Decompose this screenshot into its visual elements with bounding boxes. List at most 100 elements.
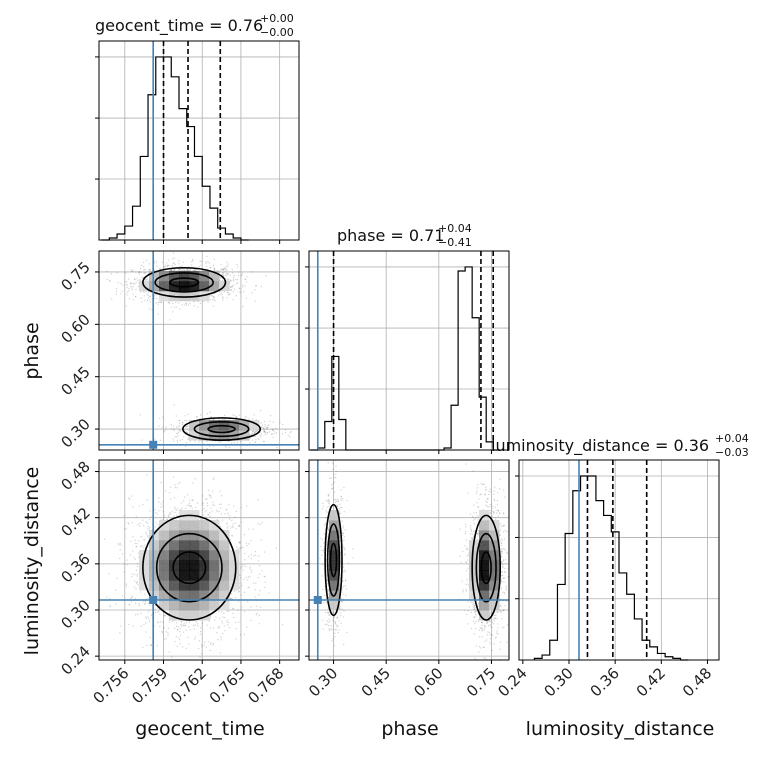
sample-point [115, 603, 117, 605]
density-cell [199, 610, 210, 621]
sample-point [121, 595, 124, 597]
sample-point [263, 440, 265, 443]
sample-point [240, 566, 242, 569]
sample-point [230, 539, 232, 541]
sample-point [173, 620, 176, 622]
sample-point [328, 614, 330, 616]
sample-point [179, 639, 181, 641]
sample-point [256, 612, 258, 615]
sample-point [154, 438, 156, 440]
sample-point [180, 625, 183, 627]
sample-point [120, 293, 122, 295]
sample-point [242, 284, 244, 286]
sample-point [185, 268, 188, 270]
sample-point [321, 554, 323, 557]
sample-point [323, 552, 325, 554]
sample-point [244, 278, 246, 280]
sample-point [167, 515, 170, 517]
sample-point [207, 670, 208, 671]
sample-point [130, 282, 132, 284]
sample-point [255, 439, 257, 441]
sample-point [241, 274, 243, 276]
sample-point [139, 414, 141, 416]
sample-point [235, 282, 238, 285]
sample-point [128, 287, 130, 290]
density-cell [179, 590, 190, 601]
sample-point [185, 445, 187, 447]
sample-point [129, 283, 132, 285]
sample-point [170, 486, 172, 488]
sample-point [187, 304, 190, 306]
sample-point [132, 506, 134, 508]
sample-point [173, 497, 175, 499]
sample-point [340, 545, 342, 547]
sample-point [147, 272, 150, 275]
sample-point [207, 513, 209, 515]
sample-point [214, 269, 216, 271]
sample-point [209, 615, 211, 617]
sample-point [275, 432, 278, 434]
sample-point [148, 618, 150, 620]
sample-point [153, 262, 156, 264]
sample-point [250, 571, 252, 574]
sample-point [325, 559, 327, 561]
sample-point [321, 575, 323, 577]
sample-point [339, 539, 341, 541]
sample-point [254, 435, 257, 438]
sample-point [106, 270, 108, 272]
sample-point [276, 446, 278, 449]
sample-point [189, 628, 191, 631]
sample-point [331, 640, 333, 642]
sample-point [207, 514, 209, 516]
sample-point [248, 543, 250, 545]
sample-point [120, 283, 122, 285]
sample-point [175, 301, 177, 304]
sample-point [138, 552, 140, 554]
sample-point [163, 627, 165, 629]
sample-point [172, 252, 175, 254]
sample-point [123, 571, 125, 573]
sample-point [145, 531, 147, 533]
sample-point [140, 536, 142, 538]
sample-point [245, 297, 247, 300]
sample-point [158, 510, 160, 512]
sample-point [208, 618, 211, 620]
sample-point [137, 584, 139, 586]
sample-point [224, 513, 226, 515]
sample-point [220, 503, 222, 505]
sample-point [210, 267, 212, 269]
sample-point [133, 282, 136, 285]
sample-point [150, 644, 152, 647]
sample-point [233, 505, 235, 507]
sample-point [259, 431, 261, 433]
sample-point [226, 269, 228, 271]
sample-point [195, 268, 197, 270]
sample-point [157, 611, 159, 613]
sample-point [220, 636, 222, 638]
density-cell [159, 590, 170, 601]
sample-point [227, 292, 229, 294]
sample-point [209, 649, 212, 651]
sample-point [163, 514, 165, 516]
sample-point [146, 499, 149, 501]
sample-point [188, 269, 190, 272]
sample-point [282, 423, 284, 426]
sample-point [242, 569, 244, 571]
sample-point [188, 626, 190, 628]
sample-point [167, 615, 169, 617]
sample-point [263, 431, 265, 433]
sample-point [132, 270, 134, 273]
sample-point [140, 271, 142, 274]
sample-point [184, 625, 186, 627]
sample-point [245, 281, 247, 283]
sample-point [174, 486, 177, 489]
sample-point [240, 440, 242, 443]
sample-point [227, 294, 229, 296]
sample-point [146, 293, 148, 295]
sample-point [188, 504, 190, 506]
sample-point [134, 558, 136, 561]
sample-point [254, 589, 256, 591]
sample-point [137, 271, 139, 273]
sample-point [269, 420, 271, 422]
sample-point [148, 308, 151, 310]
